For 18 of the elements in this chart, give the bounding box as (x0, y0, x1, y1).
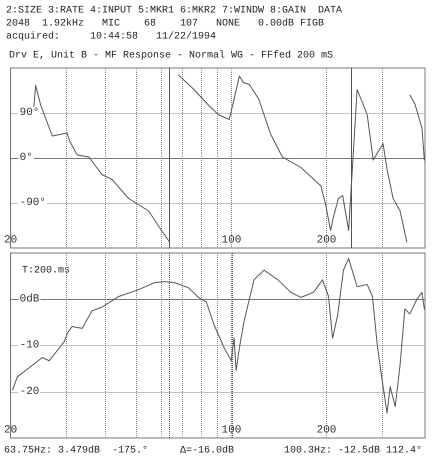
text: 2048 1.92kHz MIC 68 107 NONE 0.00dB FIGB (6, 18, 324, 30)
y-tick-label: 90° (20, 107, 40, 119)
x-tick-label: 200 (316, 424, 336, 436)
y-tick-label: -20 (20, 386, 40, 398)
annotation: T:200.ms (22, 266, 70, 276)
y-tick-label: 0° (20, 152, 33, 164)
text: 2:SIZE 3:RATE 4:INPUT 5:MKR1 6:MKR2 7:WINDW 8:GAIN DATA (6, 6, 342, 16)
y-tick-label: -10 (20, 340, 40, 352)
y-tick-label: 0dB (20, 293, 40, 306)
y-tick-label: -90° (20, 197, 46, 209)
x-tick-label: 200 (316, 234, 336, 246)
x-tick-label: 100 (222, 424, 242, 436)
chart-title: Drv E, Unit B - MF Response - Normal WG - FFfed 200 mS (9, 50, 334, 62)
text: 63.75Hz: 3.479dB -175.° (4, 444, 148, 456)
text: acquired: 10:44:58 11/22/1994 (6, 30, 216, 42)
text: 100.3Hz: -12.5dB 112.4° (284, 444, 422, 456)
text: Δ=-16.0dB (180, 444, 234, 456)
x-tick-label: 100 (222, 234, 242, 246)
